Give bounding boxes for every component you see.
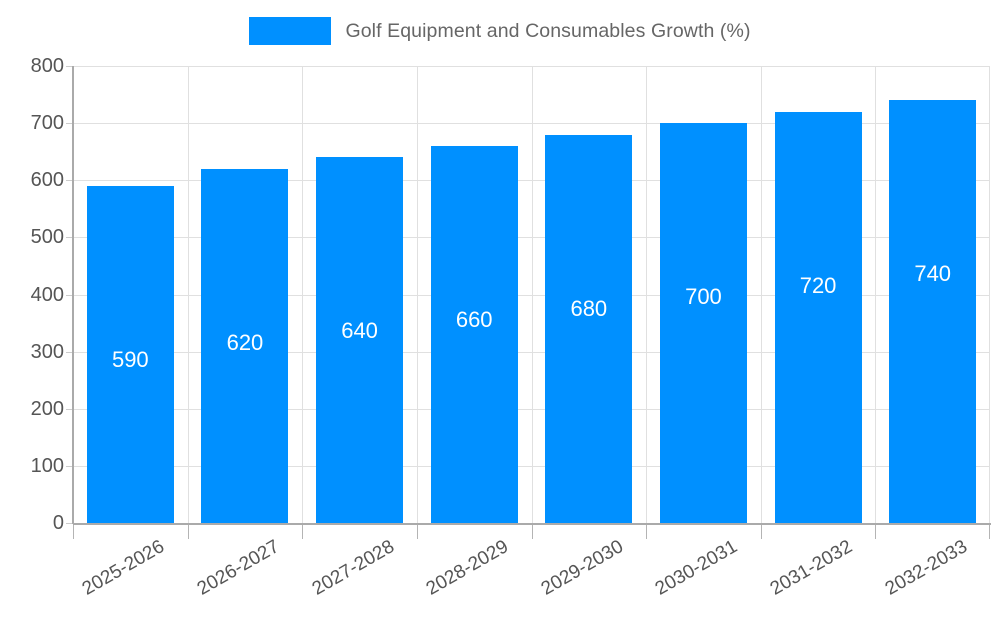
- chart-legend: Golf Equipment and Consumables Growth (%…: [0, 14, 1000, 48]
- x-axis-category-label: 2026-2027: [193, 536, 283, 600]
- x-axis-tick-mark: [302, 525, 304, 539]
- plot-area: 590 620 640 660 680 700 720 740: [73, 66, 990, 524]
- x-axis-category-label: 2032-2033: [881, 536, 971, 600]
- y-axis-tick-label: 500: [30, 226, 64, 249]
- y-axis-tick-label: 600: [30, 169, 64, 192]
- gridline-vertical: [989, 66, 990, 523]
- bar-value-label: 590: [111, 346, 149, 372]
- y-axis-tick-label: 700: [30, 112, 64, 135]
- x-axis-tick-mark: [531, 525, 533, 539]
- bar-value-label: 740: [914, 261, 952, 287]
- x-axis-tick-mark: [187, 525, 189, 539]
- bar[interactable]: [774, 111, 862, 523]
- x-axis-category-label: 2031-2032: [766, 536, 857, 600]
- bar[interactable]: [201, 168, 289, 523]
- gridline-vertical: [187, 66, 189, 523]
- y-axis-tick-label: 400: [30, 283, 64, 306]
- x-axis-category-label: 2029-2030: [537, 536, 627, 600]
- bar[interactable]: [889, 100, 977, 523]
- legend-label: Golf Equipment and Consumables Growth (%…: [345, 19, 751, 42]
- gridline-vertical: [760, 66, 762, 523]
- gridline-vertical: [416, 66, 418, 523]
- x-axis-tick-mark: [73, 525, 74, 539]
- y-axis-tick-mark: [66, 465, 73, 467]
- y-axis-line: [72, 66, 74, 524]
- y-axis-tick-label: 800: [30, 55, 64, 77]
- legend-color-swatch-icon: [249, 17, 332, 45]
- y-axis-tick-mark: [66, 523, 73, 524]
- bar[interactable]: [86, 185, 174, 523]
- x-axis-category-label: 2025-2026: [79, 536, 169, 600]
- bar-value-label: 620: [226, 329, 264, 355]
- y-axis-tick-mark: [66, 294, 73, 296]
- bar-value-label: 720: [799, 272, 837, 298]
- bar[interactable]: [430, 145, 518, 523]
- x-axis-category-label: 2028-2029: [422, 536, 513, 600]
- x-axis-category-label: 2030-2031: [652, 536, 742, 600]
- legend-item-series-0[interactable]: Golf Equipment and Consumables Growth (%…: [249, 17, 750, 45]
- y-axis-tick-label: 0: [52, 512, 64, 534]
- bar-value-label: 660: [455, 306, 493, 332]
- gridline-vertical: [531, 66, 533, 523]
- x-axis-tick-mark: [760, 525, 762, 539]
- x-axis-category-label: 2027-2028: [308, 536, 398, 600]
- y-axis-tick-mark: [66, 180, 73, 182]
- y-axis-tick-mark: [66, 123, 73, 125]
- bar[interactable]: [545, 134, 633, 523]
- bar-value-label: 700: [685, 284, 722, 310]
- y-axis-tick-mark: [66, 408, 73, 410]
- bar-value-label: 680: [570, 295, 608, 321]
- y-axis-tick-label: 100: [30, 454, 64, 477]
- bar-value-label: 640: [341, 318, 378, 344]
- y-axis-tick-marks: [0, 66, 73, 524]
- bar-chart: Golf Equipment and Consumables Growth (%…: [0, 14, 1000, 600]
- y-axis-tick-mark: [66, 237, 73, 239]
- bar[interactable]: [659, 123, 747, 523]
- y-axis-tick-label: 300: [30, 340, 64, 363]
- bar[interactable]: [316, 157, 404, 523]
- y-axis-tick-label: 200: [30, 397, 64, 420]
- x-axis-tick-mark: [875, 525, 877, 539]
- y-axis-tick-mark: [66, 66, 73, 67]
- y-axis-tick-mark: [66, 351, 73, 353]
- x-axis-tick-mark: [646, 525, 648, 539]
- x-axis-tick-mark: [416, 525, 418, 539]
- gridline-vertical: [646, 66, 648, 523]
- y-axis-tick-labels: 0 100 200 300 400 500 600 700 800: [0, 56, 64, 533]
- x-axis-tick-mark: [989, 525, 990, 539]
- gridline-vertical: [875, 66, 877, 523]
- x-axis-line: [73, 523, 991, 525]
- gridline-vertical: [302, 66, 304, 523]
